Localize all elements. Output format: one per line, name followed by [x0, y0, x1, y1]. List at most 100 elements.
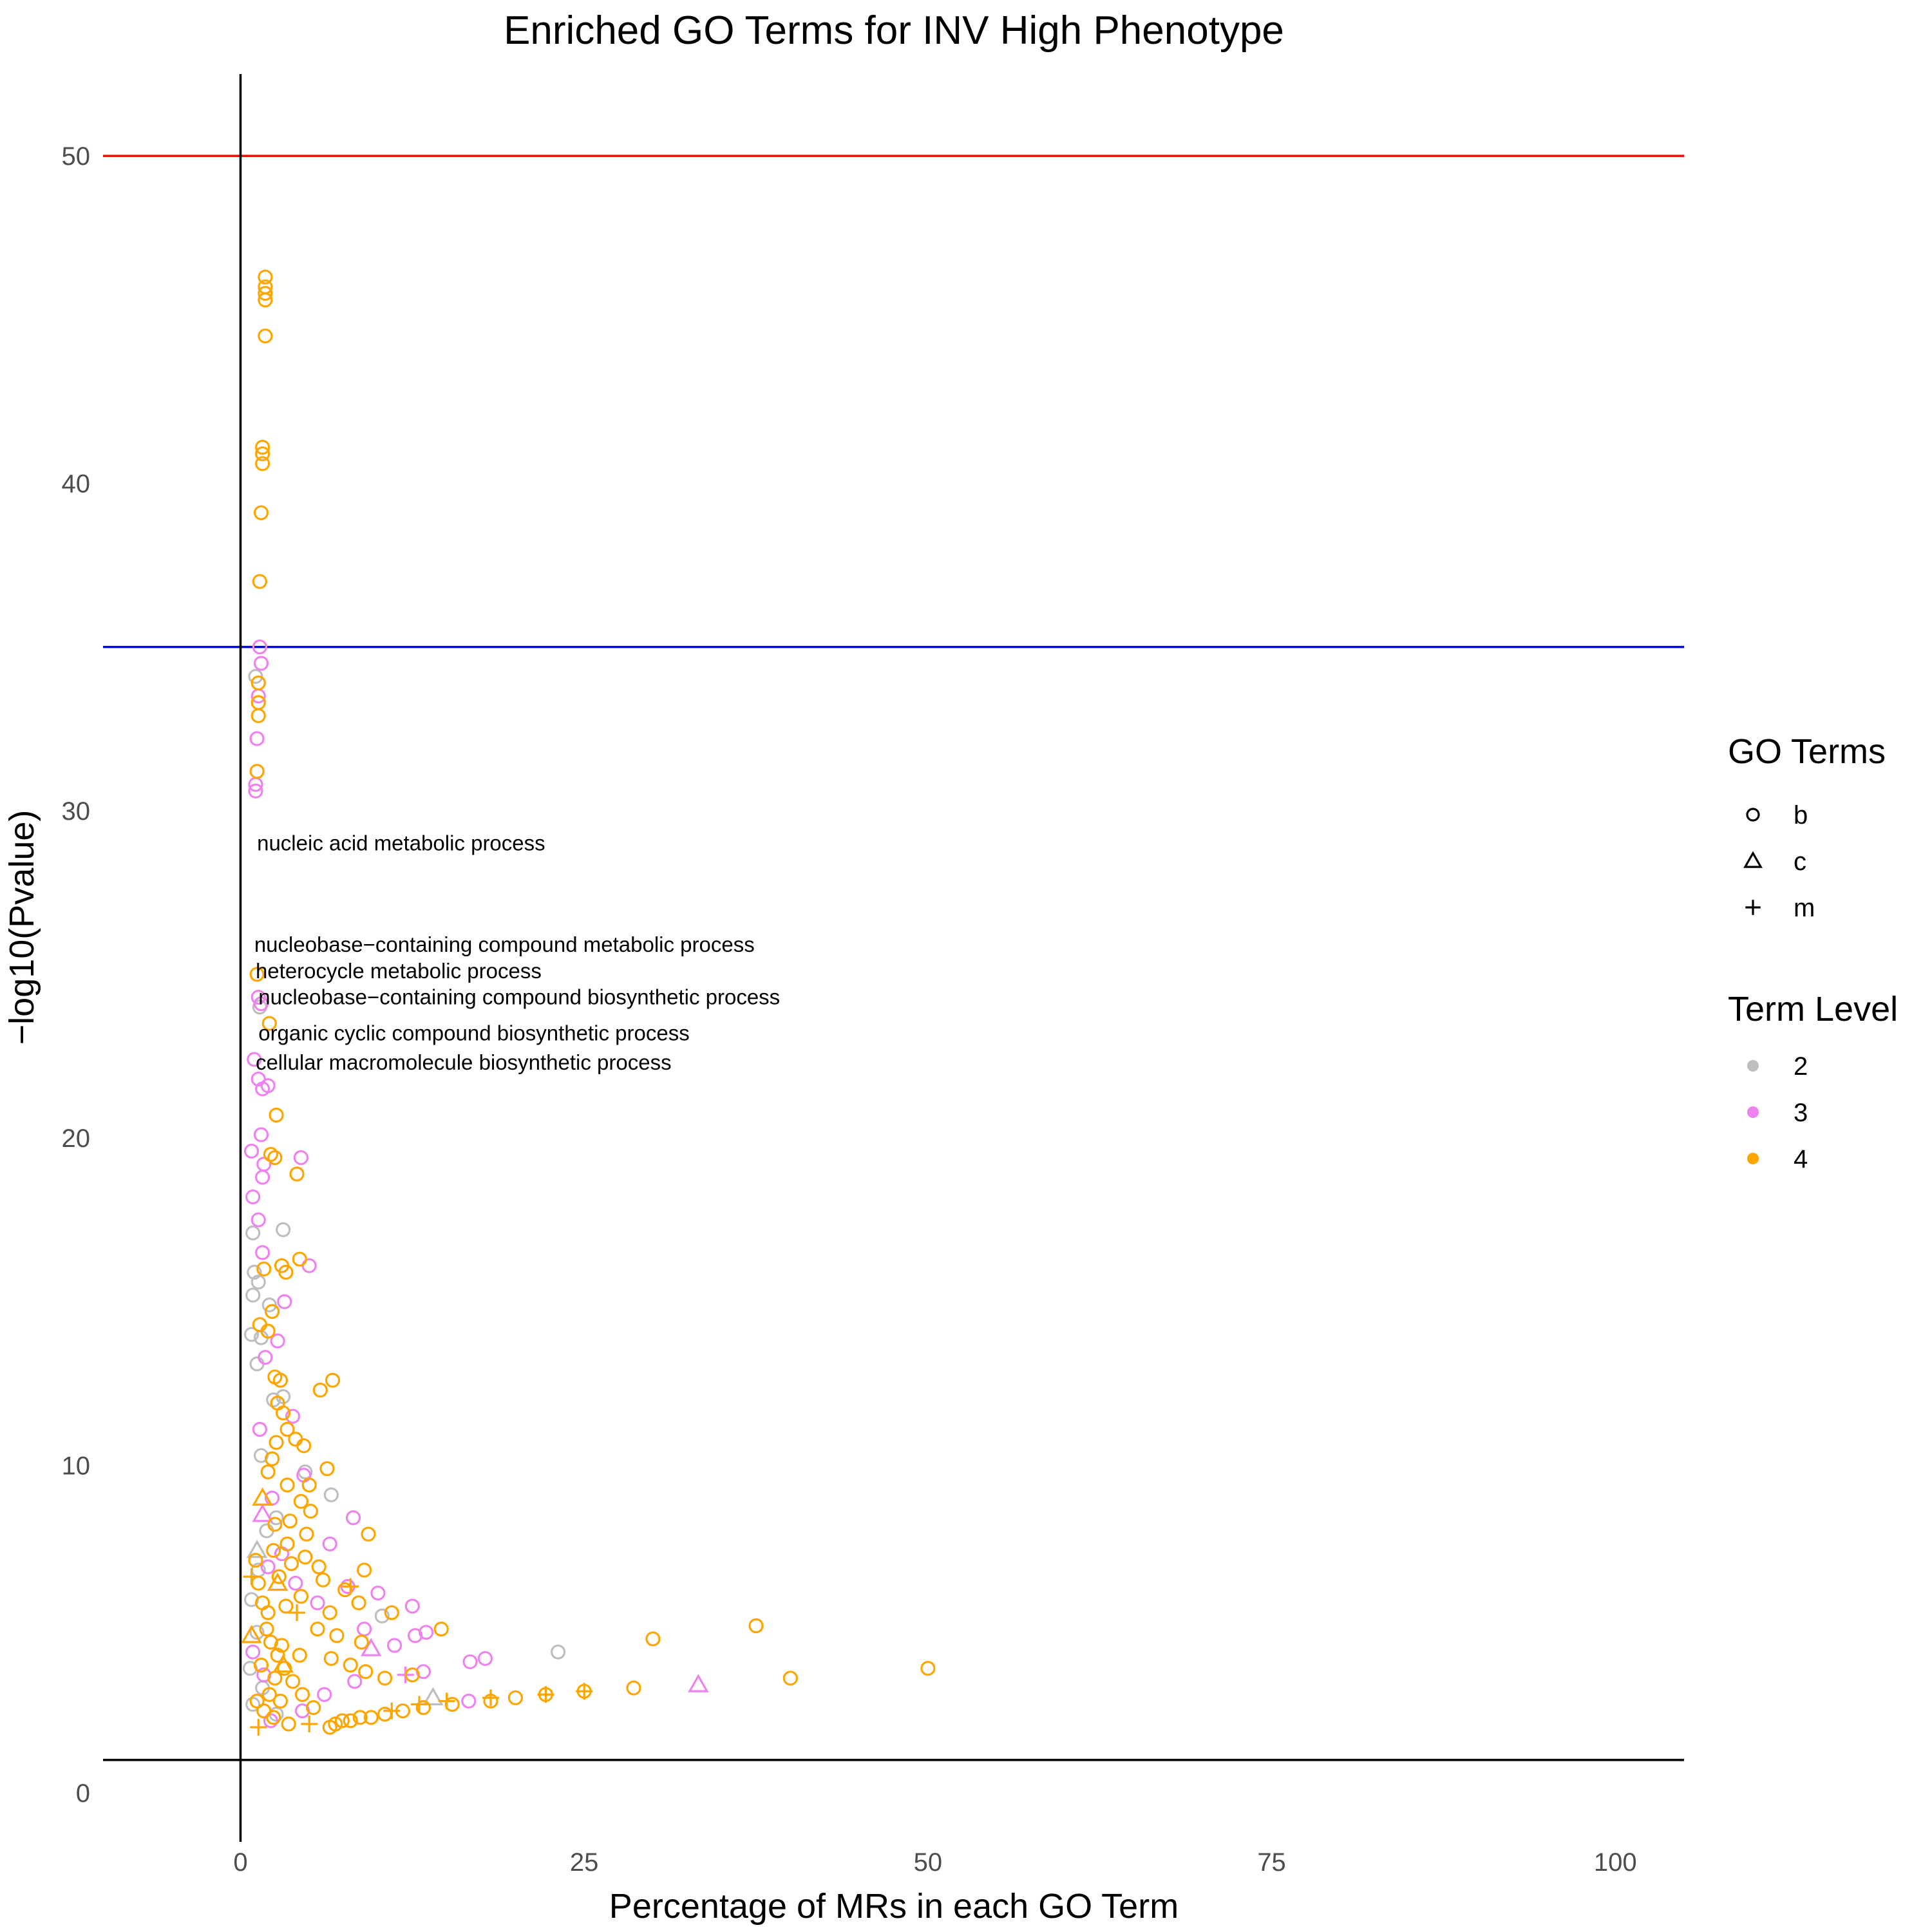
point-level-3-b: [252, 1421, 267, 1437]
point-level-4-b: [292, 1647, 307, 1663]
point-level-4-b: [270, 1647, 285, 1663]
point-level-4-m: [537, 1686, 554, 1703]
point-level-4-b: [281, 1716, 296, 1732]
point-level-4-b: [259, 1621, 274, 1637]
point-level-4-b: [507, 1690, 524, 1705]
point-level-3-b: [260, 1078, 276, 1094]
annotations: nucleic acid metabolic process nucleobase…: [254, 831, 780, 1075]
point-level-2-b: [243, 1327, 260, 1342]
point-level-3-b: [293, 1150, 309, 1166]
point-level-4-b: [322, 1605, 337, 1620]
point-level-3-b: [245, 1189, 261, 1205]
point-level-3-b: [252, 639, 267, 655]
point-level-2-c: [422, 1687, 444, 1706]
point-level-2-b: [551, 1644, 566, 1660]
point-level-4-b: [433, 1621, 449, 1637]
point-level-4-b: [296, 1438, 312, 1454]
point-level-2-b: [374, 1608, 390, 1624]
point-level-4-b: [255, 1595, 270, 1611]
point-level-4-b: [253, 505, 269, 520]
point-level-3-b: [258, 1350, 273, 1365]
point-level-3-b: [347, 1674, 363, 1689]
annotation-label: nucleic acid metabolic process: [257, 831, 545, 855]
x-tick-label: 50: [914, 1848, 943, 1877]
point-level-4-m: [301, 1716, 318, 1732]
annotation-label: organic cyclic compound biosynthetic pro…: [258, 1021, 690, 1045]
x-tick-label: 75: [1257, 1848, 1286, 1877]
point-level-4-b: [282, 1513, 298, 1529]
chart-title: Enriched GO Terms for INV High Phenotype: [504, 8, 1284, 53]
point-level-3-b: [253, 996, 269, 1012]
point-level-3-b: [255, 1245, 270, 1260]
color-legend-title: Term Level: [1728, 990, 1898, 1028]
point-level-4-b: [361, 1526, 376, 1542]
point-level-2-b: [261, 1297, 277, 1312]
point-level-4-b: [249, 1693, 265, 1709]
point-level-3-b: [386, 1638, 402, 1653]
point-level-3-b: [249, 731, 265, 746]
point-level-3-c: [252, 1503, 273, 1522]
point-level-4-b: [303, 1503, 318, 1519]
point-level-3-b: [404, 1598, 420, 1614]
point-level-4-b: [310, 1621, 325, 1637]
point-level-4-c: [272, 1654, 294, 1673]
point-level-4-b: [645, 1631, 661, 1647]
point-level-4-b: [404, 1667, 420, 1683]
reference-lines: [103, 74, 1684, 1842]
point-level-3-b: [277, 1294, 292, 1309]
point-level-4-b: [306, 1700, 321, 1716]
point-level-4-b: [266, 1542, 281, 1558]
point-level-4-b: [279, 1421, 295, 1437]
point-level-4-m: [250, 1719, 267, 1736]
point-level-4-b: [278, 1264, 294, 1280]
point-level-3-b: [322, 1536, 337, 1552]
point-level-4-c: [241, 1625, 262, 1643]
point-level-3-b: [288, 1575, 303, 1591]
point-level-4-b: [279, 1477, 295, 1493]
point-level-4-b: [748, 1618, 764, 1634]
point-level-4-b: [312, 1382, 328, 1398]
point-level-4-b: [264, 1451, 280, 1466]
point-level-4-b: [294, 1687, 310, 1702]
point-level-3-c: [688, 1674, 709, 1692]
point-level-2-b: [245, 1287, 261, 1303]
shape-legend-entries: bcm: [1743, 801, 1815, 922]
point-level-3-b: [251, 1212, 266, 1227]
shape-legend-label: m: [1794, 894, 1815, 922]
y-tick-label: 30: [62, 797, 91, 826]
point-level-4-b: [278, 1598, 294, 1614]
point-level-4-b: [329, 1628, 345, 1643]
point-level-4-b: [263, 1634, 279, 1650]
point-level-3-b: [419, 1625, 434, 1640]
shape-legend-key-m: [1745, 900, 1761, 915]
point-level-4-b: [782, 1671, 798, 1686]
point-level-4-b: [256, 1261, 272, 1277]
legend: GO Terms bcm Term Level 2 3 4: [1728, 732, 1898, 1173]
color-legend-label: 4: [1794, 1145, 1808, 1173]
point-level-4-b: [263, 1146, 279, 1162]
point-level-4-b: [249, 764, 265, 779]
point-level-2-b: [251, 1274, 266, 1290]
point-level-4-b: [377, 1671, 393, 1686]
point-level-4-b: [334, 1713, 350, 1728]
point-level-4-b: [325, 1372, 341, 1388]
point-level-4-b: [352, 1710, 368, 1725]
point-level-4-b: [253, 1657, 269, 1673]
point-level-4-b: [256, 1703, 272, 1719]
shape-legend-label: c: [1794, 848, 1806, 876]
point-level-4-b: [269, 1107, 284, 1123]
point-level-2-b: [249, 1625, 265, 1640]
point-level-4-b: [351, 1595, 366, 1611]
point-level-4-b: [384, 1605, 399, 1620]
point-level-4-b: [260, 1323, 276, 1339]
point-level-3-b: [248, 783, 263, 799]
annotation-label: nucleobase−containing compound metabolic…: [254, 933, 755, 956]
y-tick-label: 10: [62, 1452, 91, 1480]
point-level-2-b: [276, 1222, 291, 1238]
point-level-4-b: [311, 1559, 327, 1575]
point-level-4-b: [252, 574, 267, 589]
point-level-4-b: [272, 1693, 288, 1709]
point-level-4-b: [285, 1674, 301, 1689]
